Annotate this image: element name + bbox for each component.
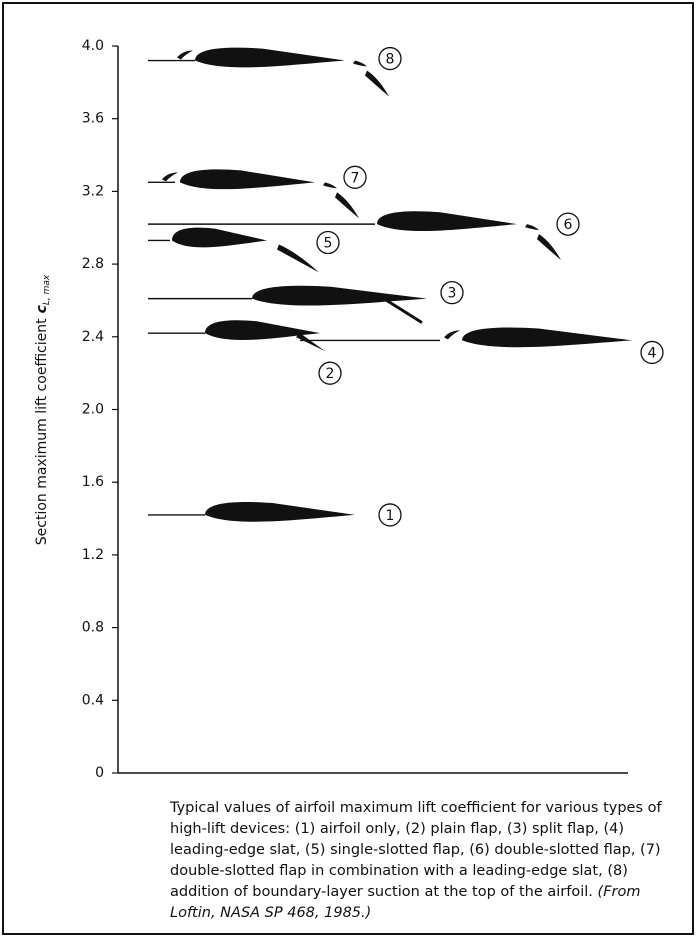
airfoil xyxy=(205,320,320,341)
airfoil-group: 8 xyxy=(148,46,402,97)
y-tick-label: 0.4 xyxy=(82,692,104,708)
y-tick-label: 3.2 xyxy=(82,183,104,199)
chart: Section maximum lift coefficientcL, max … xyxy=(34,38,664,781)
airfoil-group: 4 xyxy=(300,327,664,365)
flap xyxy=(296,333,325,352)
airfoil-group: 7 xyxy=(148,165,367,219)
airfoil-label: 4 xyxy=(648,345,657,361)
flap xyxy=(277,244,319,273)
y-tick-label: 4.0 xyxy=(82,38,104,54)
y-tick-label: 1.6 xyxy=(82,474,104,490)
airfoil-group: 6 xyxy=(148,211,580,261)
vane xyxy=(525,224,539,231)
airfoil xyxy=(180,169,315,190)
airfoil-label: 3 xyxy=(448,286,457,302)
airfoil xyxy=(172,227,267,248)
y-tick-label: 2.4 xyxy=(82,329,104,345)
airfoil xyxy=(195,47,345,68)
slat xyxy=(162,172,178,182)
airfoil xyxy=(205,502,355,522)
source: (From Loftin, NASA SP 468, 1985.) xyxy=(170,884,641,921)
caption-text: Typical values of airfoil maximum lift c… xyxy=(170,800,662,900)
y-axis-subscript: L, max xyxy=(42,274,52,305)
flap xyxy=(335,192,359,219)
flap xyxy=(386,299,423,324)
y-tick-label: 0.8 xyxy=(82,620,104,636)
label-circle xyxy=(378,503,402,527)
vane xyxy=(323,182,337,189)
label-circle xyxy=(440,280,464,305)
y-axis-label: Section maximum lift coefficient cL, max xyxy=(34,274,52,545)
vane xyxy=(353,60,367,67)
label-circle xyxy=(343,165,367,189)
label-circle xyxy=(318,361,342,385)
airfoil-group: 2 xyxy=(148,320,342,385)
y-axis-label-text: Section maximum lift coefficient xyxy=(34,318,50,545)
airfoil-label: 7 xyxy=(351,170,360,186)
y-tick-label: 2.8 xyxy=(82,256,104,272)
airfoil xyxy=(462,327,632,348)
y-tick-label: 2.0 xyxy=(82,402,104,418)
flap xyxy=(537,234,561,261)
slat xyxy=(177,50,193,60)
caption: Typical values of airfoil maximum lift c… xyxy=(170,798,675,924)
y-axis-symbol: c xyxy=(34,304,50,313)
label-circle xyxy=(640,340,664,365)
airfoil-label: 2 xyxy=(326,366,335,382)
flap xyxy=(365,70,389,97)
airfoil-label: 8 xyxy=(386,52,395,68)
label-circle xyxy=(378,46,402,71)
airfoil xyxy=(377,211,517,231)
label-circle xyxy=(556,212,580,236)
airfoil-group: 1 xyxy=(148,502,402,527)
airfoil-label: 1 xyxy=(386,508,395,524)
label-circle xyxy=(316,230,340,255)
airfoil-label: 5 xyxy=(324,235,333,251)
y-tick-label: 3.6 xyxy=(82,111,104,127)
slat xyxy=(444,330,460,340)
airfoil-label: 6 xyxy=(564,217,573,233)
airfoil-group: 3 xyxy=(148,280,464,324)
y-tick-label: 1.2 xyxy=(82,547,104,563)
y-tick-label: 0 xyxy=(95,765,104,781)
airfoil xyxy=(252,285,427,306)
airfoil-group: 5 xyxy=(148,227,340,273)
